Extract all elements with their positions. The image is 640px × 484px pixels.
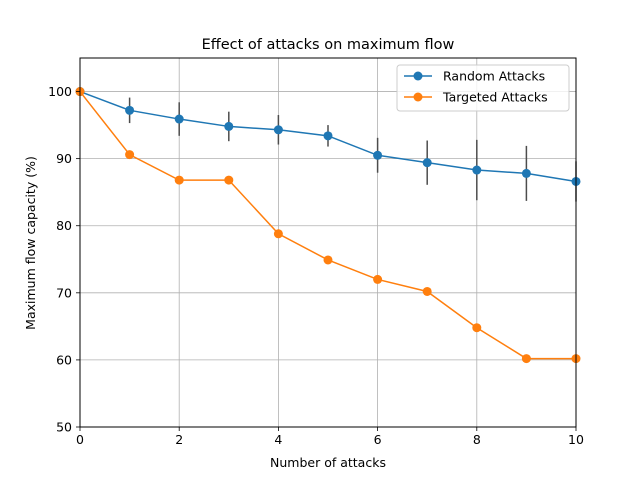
data-point <box>125 150 135 160</box>
y-axis-label: Maximum flow capacity (%) <box>23 156 38 330</box>
y-tick-label: 100 <box>48 84 72 99</box>
chart-title: Effect of attacks on maximum flow <box>202 37 455 53</box>
data-point <box>273 229 283 239</box>
x-axis-label: Number of attacks <box>270 455 386 470</box>
x-tick-label: 0 <box>76 432 84 447</box>
data-point <box>323 255 333 265</box>
data-point <box>422 286 432 296</box>
series-1 <box>75 87 581 364</box>
y-tick-label: 80 <box>56 218 72 233</box>
data-point <box>521 354 531 364</box>
legend: Random Attacks Targeted Attacks <box>396 64 570 112</box>
data-point <box>125 105 135 115</box>
data-point <box>521 168 531 178</box>
data-point <box>174 175 184 185</box>
y-tick-label: 60 <box>56 352 72 367</box>
x-tick-label: 10 <box>568 432 584 447</box>
data-point <box>323 131 333 141</box>
series-group <box>75 87 581 364</box>
x-tick-label: 8 <box>473 432 481 447</box>
data-point <box>373 150 383 160</box>
y-tick-label: 70 <box>56 285 72 300</box>
ticks: 0 2 4 6 8 10 50 60 70 80 90 100 <box>48 84 584 447</box>
legend-box <box>396 64 570 112</box>
data-point <box>373 274 383 284</box>
data-point <box>472 323 482 333</box>
grid <box>79 58 577 428</box>
legend-marker <box>413 71 423 81</box>
data-point <box>224 121 234 131</box>
plot-frame <box>79 57 577 428</box>
legend-marker <box>413 92 423 102</box>
data-point <box>174 114 184 124</box>
legend-label: Random Attacks <box>443 69 545 84</box>
data-point <box>273 125 283 135</box>
y-tick-label: 50 <box>56 420 72 435</box>
y-tick-label: 90 <box>56 151 72 166</box>
error-bars <box>128 97 577 202</box>
data-point <box>422 158 432 168</box>
x-tick-label: 6 <box>374 432 382 447</box>
data-point <box>224 175 234 185</box>
x-tick-label: 4 <box>274 432 282 447</box>
x-tick-label: 2 <box>175 432 183 447</box>
data-point <box>472 165 482 175</box>
legend-label: Targeted Attacks <box>442 90 548 105</box>
